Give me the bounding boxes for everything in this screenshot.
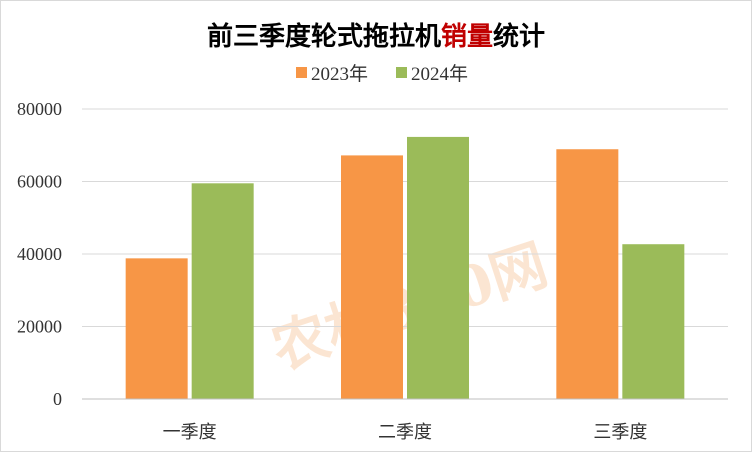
bar-2023年-三季度 bbox=[556, 149, 619, 399]
legend-swatch bbox=[296, 67, 307, 78]
legend-label: 2023年 bbox=[311, 63, 368, 85]
bar-2023年-一季度 bbox=[125, 258, 188, 399]
y-tick-label: 80000 bbox=[17, 99, 62, 119]
title-accent: 销量 bbox=[440, 22, 493, 52]
bars bbox=[125, 136, 685, 399]
bar-2024年-二季度 bbox=[407, 136, 469, 399]
legend-label: 2024年 bbox=[411, 63, 468, 85]
title-tail: 统计 bbox=[493, 22, 546, 52]
legend-swatch bbox=[396, 67, 407, 78]
y-tick-label: 60000 bbox=[17, 172, 62, 192]
bar-2024年-一季度 bbox=[191, 183, 254, 399]
x-category-label: 二季度 bbox=[378, 422, 432, 443]
y-axis-ticks: 0 20000 40000 60000 80000 bbox=[17, 99, 62, 409]
grid-lines bbox=[82, 108, 728, 327]
chart-title: 前三季度轮式拖拉机销量统计 bbox=[0, 16, 752, 53]
bar-2024年-三季度 bbox=[622, 244, 685, 399]
y-tick-label: 0 bbox=[53, 389, 62, 409]
bar-2023年-二季度 bbox=[341, 155, 403, 399]
x-axis-categories: 一季度 二季度 三季度 bbox=[163, 422, 648, 443]
legend: 2023年 2024年 bbox=[296, 63, 468, 85]
y-tick-label: 20000 bbox=[17, 317, 62, 337]
x-category-label: 一季度 bbox=[163, 422, 217, 443]
title-main: 前三季度轮式拖拉机 bbox=[206, 22, 441, 52]
y-tick-label: 40000 bbox=[17, 244, 62, 264]
x-category-label: 三季度 bbox=[593, 422, 647, 443]
